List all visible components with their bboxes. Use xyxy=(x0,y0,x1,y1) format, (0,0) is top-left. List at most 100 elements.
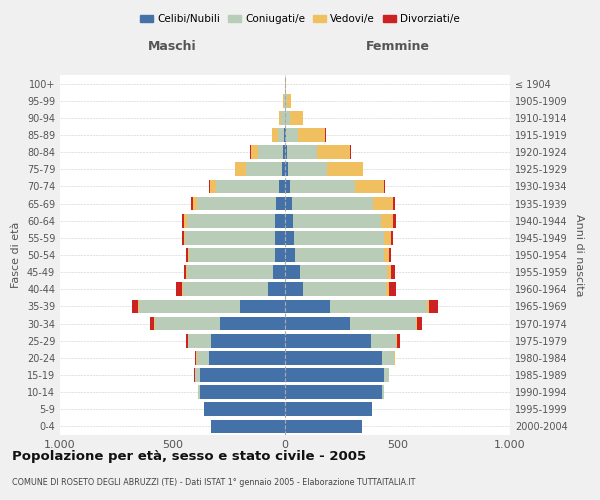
Bar xyxy=(188,248,190,262)
Bar xyxy=(326,162,362,176)
Bar xyxy=(285,128,286,142)
Bar xyxy=(380,214,393,228)
Bar xyxy=(330,300,427,314)
Bar xyxy=(285,162,289,176)
Bar xyxy=(355,180,384,194)
Bar xyxy=(191,196,193,210)
Bar xyxy=(290,180,355,194)
Bar xyxy=(285,266,299,279)
Bar xyxy=(285,334,371,347)
Bar xyxy=(384,231,391,244)
Bar xyxy=(285,386,382,399)
Bar xyxy=(220,316,285,330)
Bar xyxy=(199,386,285,399)
Bar xyxy=(382,351,394,364)
Bar xyxy=(416,316,422,330)
Bar xyxy=(279,111,281,124)
Bar xyxy=(275,248,285,262)
Bar xyxy=(371,334,397,347)
Bar xyxy=(217,180,280,194)
Text: COMUNE DI ROSETO DEGLI ABRUZZI (TE) - Dati ISTAT 1° gennaio 2005 - Elaborazione : COMUNE DI ROSETO DEGLI ABRUZZI (TE) - Da… xyxy=(12,478,415,487)
Bar xyxy=(188,334,211,347)
Bar xyxy=(196,351,197,364)
Bar xyxy=(285,402,371,416)
Bar xyxy=(350,316,415,330)
Bar xyxy=(185,334,188,347)
Bar xyxy=(389,248,391,262)
Bar xyxy=(268,282,285,296)
Bar xyxy=(272,266,285,279)
Bar xyxy=(285,300,330,314)
Bar xyxy=(272,128,278,142)
Bar xyxy=(285,231,294,244)
Bar xyxy=(427,300,428,314)
Bar xyxy=(393,196,395,210)
Bar xyxy=(209,180,217,194)
Bar xyxy=(285,248,295,262)
Bar xyxy=(184,214,187,228)
Bar xyxy=(199,368,285,382)
Bar xyxy=(281,111,284,124)
Bar xyxy=(287,146,317,159)
Bar xyxy=(195,368,199,382)
Bar xyxy=(149,316,154,330)
Bar xyxy=(384,180,385,194)
Bar xyxy=(182,282,268,296)
Bar xyxy=(294,231,384,244)
Bar xyxy=(285,316,350,330)
Bar xyxy=(286,111,290,124)
Text: Maschi: Maschi xyxy=(148,40,197,52)
Bar xyxy=(298,128,325,142)
Bar xyxy=(211,334,285,347)
Bar xyxy=(197,196,276,210)
Legend: Celibi/Nubili, Coniugati/e, Vedovi/e, Divorziati/e: Celibi/Nubili, Coniugati/e, Vedovi/e, Di… xyxy=(136,10,464,29)
Bar xyxy=(185,231,275,244)
Bar xyxy=(295,248,384,262)
Bar xyxy=(259,146,283,159)
Bar xyxy=(247,162,283,176)
Bar xyxy=(186,266,187,279)
Bar xyxy=(285,214,293,228)
Bar xyxy=(182,214,184,228)
Bar xyxy=(290,111,304,124)
Bar xyxy=(285,180,290,194)
Bar xyxy=(176,282,182,296)
Bar xyxy=(184,231,185,244)
Bar xyxy=(384,368,389,382)
Bar xyxy=(139,300,240,314)
Bar xyxy=(292,196,373,210)
Bar xyxy=(388,266,391,279)
Bar xyxy=(275,214,285,228)
Bar xyxy=(389,282,397,296)
Bar xyxy=(285,282,303,296)
Bar xyxy=(138,300,139,314)
Bar xyxy=(285,196,292,210)
Bar xyxy=(285,368,384,382)
Bar xyxy=(283,162,285,176)
Bar xyxy=(293,214,380,228)
Bar xyxy=(184,266,186,279)
Bar xyxy=(284,94,285,108)
Bar xyxy=(193,196,197,210)
Bar xyxy=(204,402,285,416)
Bar xyxy=(391,266,395,279)
Bar xyxy=(384,248,389,262)
Bar xyxy=(197,351,209,364)
Bar xyxy=(280,180,285,194)
Bar xyxy=(187,248,188,262)
Bar xyxy=(299,266,388,279)
Bar xyxy=(187,214,275,228)
Bar xyxy=(182,231,184,244)
Bar xyxy=(155,316,220,330)
Bar xyxy=(285,351,382,364)
Bar xyxy=(287,94,292,108)
Text: Femmine: Femmine xyxy=(365,40,430,52)
Y-axis label: Anni di nascita: Anni di nascita xyxy=(574,214,584,296)
Bar xyxy=(190,248,275,262)
Bar xyxy=(317,146,350,159)
Bar xyxy=(235,162,247,176)
Bar xyxy=(133,300,138,314)
Bar xyxy=(285,146,287,159)
Text: Popolazione per età, sesso e stato civile - 2005: Popolazione per età, sesso e stato civil… xyxy=(12,450,366,463)
Bar xyxy=(382,386,383,399)
